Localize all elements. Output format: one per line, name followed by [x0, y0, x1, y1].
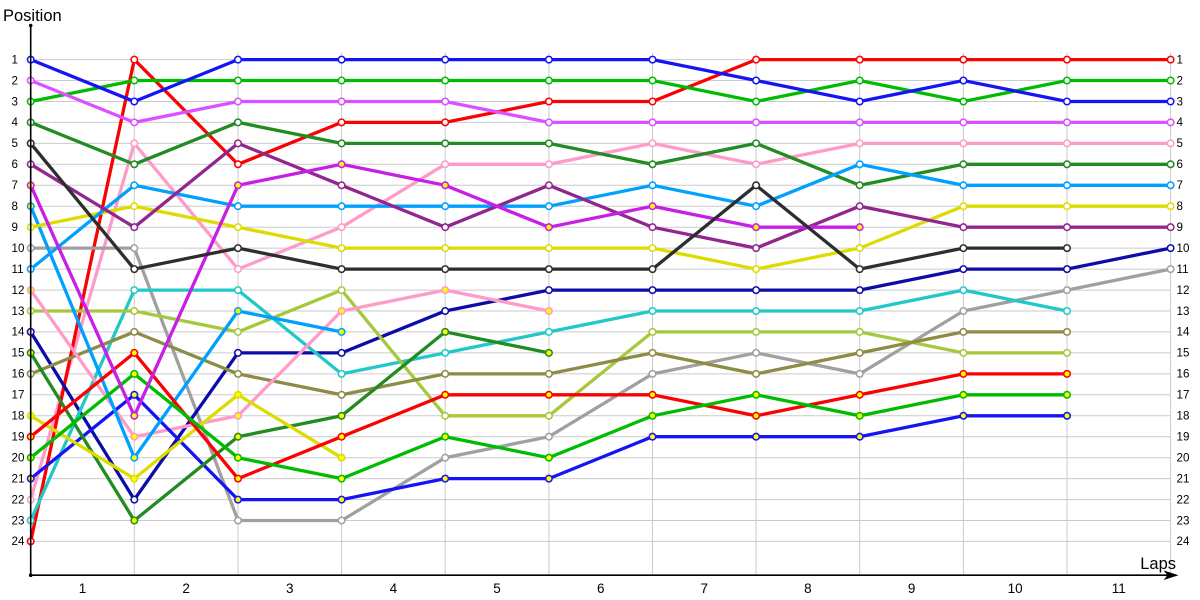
- svg-text:8: 8: [804, 581, 812, 596]
- svg-text:9: 9: [1177, 221, 1183, 234]
- svg-text:18: 18: [12, 410, 25, 423]
- svg-text:8: 8: [12, 200, 18, 213]
- svg-text:20: 20: [12, 452, 25, 465]
- svg-text:3: 3: [1177, 95, 1183, 108]
- svg-text:Position: Position: [3, 7, 62, 25]
- svg-text:2: 2: [1177, 74, 1183, 87]
- svg-text:2: 2: [182, 581, 190, 596]
- svg-text:17: 17: [1177, 389, 1190, 402]
- svg-text:24: 24: [1177, 535, 1190, 548]
- svg-text:9: 9: [908, 581, 916, 596]
- svg-text:1: 1: [1177, 53, 1183, 66]
- svg-text:7: 7: [12, 179, 18, 192]
- svg-text:1: 1: [12, 53, 18, 66]
- svg-text:9: 9: [12, 221, 18, 234]
- svg-text:14: 14: [12, 326, 25, 339]
- svg-text:8: 8: [1177, 200, 1183, 213]
- svg-text:11: 11: [12, 263, 24, 276]
- svg-text:4: 4: [390, 581, 398, 596]
- svg-text:7: 7: [701, 581, 709, 596]
- svg-text:6: 6: [1177, 158, 1183, 171]
- svg-text:Laps: Laps: [1140, 555, 1176, 573]
- svg-text:6: 6: [597, 581, 605, 596]
- svg-text:13: 13: [12, 305, 25, 318]
- svg-text:12: 12: [1177, 284, 1190, 297]
- svg-text:10: 10: [1177, 242, 1190, 255]
- svg-text:18: 18: [1177, 410, 1190, 423]
- svg-text:15: 15: [1177, 347, 1190, 360]
- svg-text:16: 16: [1177, 368, 1190, 381]
- svg-text:22: 22: [1177, 493, 1190, 506]
- svg-text:23: 23: [12, 514, 25, 527]
- svg-text:19: 19: [1177, 431, 1190, 444]
- svg-text:10: 10: [1008, 581, 1023, 596]
- svg-text:12: 12: [12, 284, 25, 297]
- svg-text:24: 24: [12, 535, 25, 548]
- svg-text:17: 17: [12, 389, 25, 402]
- svg-text:2: 2: [12, 74, 18, 87]
- svg-text:5: 5: [1177, 137, 1183, 150]
- svg-text:11: 11: [1112, 581, 1126, 596]
- svg-text:19: 19: [12, 431, 25, 444]
- svg-text:22: 22: [12, 493, 25, 506]
- svg-text:13: 13: [1177, 305, 1190, 318]
- svg-text:20: 20: [1177, 452, 1190, 465]
- svg-text:21: 21: [12, 472, 25, 485]
- svg-text:5: 5: [493, 581, 501, 596]
- svg-text:14: 14: [1177, 326, 1190, 339]
- svg-text:11: 11: [1177, 263, 1189, 276]
- svg-text:6: 6: [12, 158, 18, 171]
- svg-text:3: 3: [12, 95, 18, 108]
- svg-text:5: 5: [12, 137, 18, 150]
- svg-text:10: 10: [12, 242, 25, 255]
- svg-text:4: 4: [1177, 116, 1184, 129]
- svg-text:1: 1: [79, 581, 87, 596]
- svg-text:4: 4: [12, 116, 19, 129]
- svg-text:21: 21: [1177, 472, 1190, 485]
- svg-text:3: 3: [286, 581, 294, 596]
- svg-text:15: 15: [12, 347, 25, 360]
- svg-text:23: 23: [1177, 514, 1190, 527]
- svg-text:7: 7: [1177, 179, 1183, 192]
- svg-text:16: 16: [12, 368, 25, 381]
